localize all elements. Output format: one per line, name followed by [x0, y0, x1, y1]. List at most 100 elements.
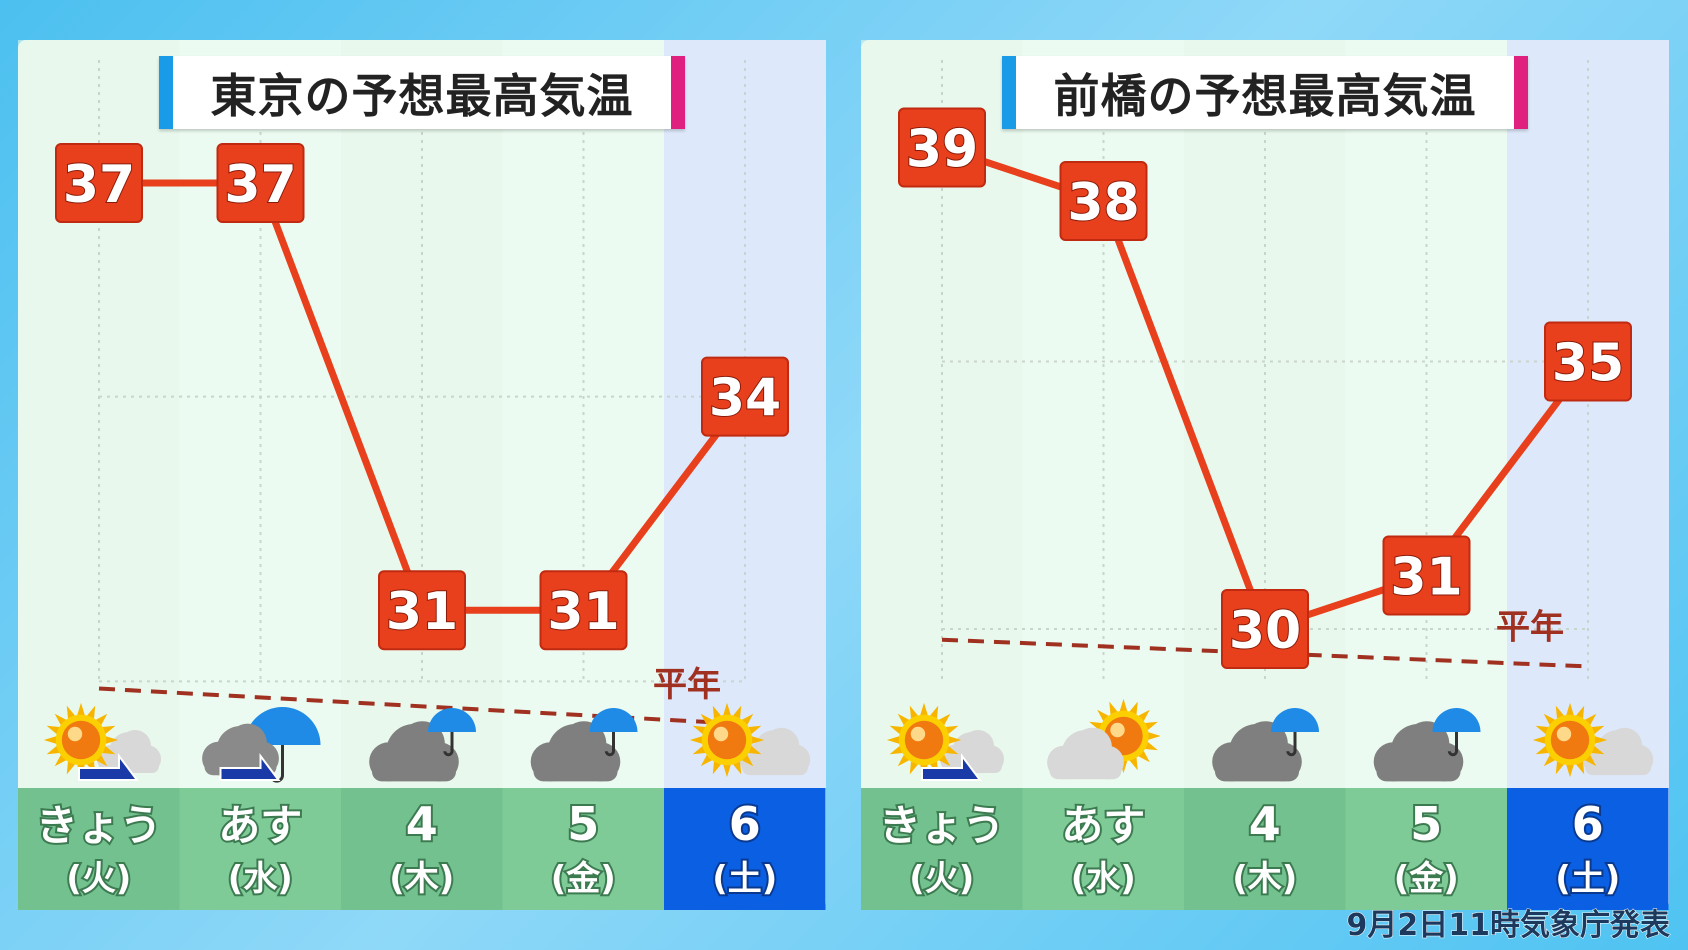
- weekday-label: (金): [551, 859, 616, 899]
- sun-ray: [105, 736, 119, 744]
- sun-ray: [886, 736, 900, 744]
- sun-ray: [751, 736, 765, 744]
- umbrella-icon: [589, 708, 638, 757]
- temperature-value: 35: [1552, 334, 1624, 394]
- tokyo-chart-panel: 平年 37 37 31 31 34 きょう (火) あす (水) 4 (木) 5 (金) 6 (土) 東京の予…: [18, 40, 826, 910]
- temperature-value: 34: [709, 369, 781, 429]
- temperature-box: [216, 143, 305, 223]
- sun-ray: [930, 705, 939, 719]
- temperature-value: 31: [386, 582, 458, 642]
- sun-ray: [889, 746, 903, 755]
- sun-ray: [1594, 736, 1608, 744]
- umbrella-handle: [1286, 732, 1297, 757]
- weekday-label: (木): [389, 859, 454, 899]
- temperature-marker: 34: [701, 356, 789, 437]
- sun-ray: [1535, 746, 1549, 755]
- sun-ray: [77, 702, 85, 716]
- sun-core: [904, 720, 944, 760]
- temperature-value: 31: [547, 582, 619, 642]
- cloud-then-rain-icon: [202, 707, 321, 783]
- umbrella-canopy: [1271, 708, 1319, 732]
- sun-ray: [920, 702, 928, 716]
- sun-shine: [910, 726, 926, 742]
- sun-shine: [1556, 726, 1572, 742]
- sun-then-cloud-icon: [886, 702, 1004, 781]
- temperature-box: [898, 107, 986, 188]
- sun-ray: [945, 725, 959, 734]
- day-cell: [664, 788, 826, 910]
- temperature-box: [1221, 589, 1309, 669]
- temperature-box: [1059, 161, 1148, 241]
- temperature-marker: 37: [55, 143, 143, 223]
- cloud-puff: [400, 721, 445, 766]
- sun-icon: [43, 702, 119, 778]
- sun-ray: [1119, 698, 1128, 712]
- cloud-puff: [1073, 727, 1112, 766]
- cloud-puff: [561, 721, 607, 766]
- temperature-value: 31: [1390, 548, 1462, 608]
- sun-ray: [1532, 736, 1546, 744]
- temperature-marker: 31: [378, 570, 466, 651]
- umbrella-handle: [604, 732, 615, 757]
- sun-ray: [733, 761, 742, 775]
- maebashi-chart-panel: 平年 39 38 30 31 35 きょう (火) あす (水) 4 (木) 5 (金) 6 (土) 前橋の予…: [861, 40, 1669, 910]
- weekday-label: (金): [1394, 859, 1459, 899]
- umbrella-icon: [1432, 708, 1481, 757]
- day-label: 4: [1249, 797, 1281, 851]
- cloud-icon: [202, 723, 279, 776]
- cloud-rain-icon: [530, 708, 638, 782]
- sun-icon: [689, 702, 765, 778]
- temperature-value: 37: [224, 155, 296, 215]
- sun-ray: [1145, 721, 1158, 730]
- temperature-value: 39: [906, 120, 978, 180]
- sun-ray: [66, 761, 75, 775]
- umbrella-canopy: [428, 708, 476, 732]
- sun-ray: [909, 761, 918, 775]
- sun-ray: [889, 725, 903, 734]
- sun-cloud-icon: [1532, 702, 1654, 778]
- umbrella-canopy: [589, 708, 638, 732]
- cloud-puff: [119, 730, 151, 762]
- sun-ray: [1129, 757, 1138, 771]
- cloud-puff: [764, 727, 800, 764]
- day-cell: [861, 788, 1023, 910]
- tokyo-chart: 平年 37 37 31 31 34 きょう (火) あす (水) 4 (木) 5 (金) 6 (土): [18, 40, 826, 910]
- cloud-icon: [530, 721, 621, 782]
- temperature-box: [1382, 535, 1471, 616]
- day-label: 5: [1410, 797, 1442, 851]
- day-label: 4: [406, 797, 438, 851]
- temperature-marker: 37: [216, 143, 305, 223]
- cloud-puff: [228, 723, 267, 762]
- cloud-icon: [1047, 727, 1124, 780]
- sun-icon: [1532, 702, 1608, 778]
- weekday-label: (土): [712, 859, 777, 899]
- sun-ray: [909, 705, 918, 719]
- sun-ray: [46, 746, 60, 755]
- cloud-base: [1215, 760, 1299, 782]
- chart-title: 東京の予想最高気温: [159, 56, 685, 129]
- cloud-base: [533, 760, 618, 782]
- day-cell: [1184, 788, 1346, 910]
- day-label: あす: [218, 801, 302, 850]
- day-label: あす: [1061, 801, 1145, 850]
- cloud-puff: [1404, 721, 1450, 766]
- sun-core: [707, 720, 747, 760]
- sun-ray: [87, 705, 96, 719]
- sun-ray: [1555, 761, 1564, 775]
- sun-ray: [66, 705, 75, 719]
- sun-then-cloud-icon: [43, 702, 161, 781]
- sun-ray: [1591, 725, 1605, 734]
- sun-ray: [1148, 732, 1161, 740]
- umbrella-icon: [1271, 708, 1319, 757]
- temperature-value: 30: [1229, 601, 1301, 661]
- normal-line: [98, 686, 746, 727]
- sun-ray: [948, 736, 962, 744]
- normal-label: 平年: [653, 665, 721, 705]
- temperature-marker: 31: [539, 570, 628, 651]
- weekday-label: (水): [228, 859, 293, 899]
- sun-ray: [43, 736, 57, 744]
- cloud-icon: [369, 721, 459, 782]
- sun-ray: [689, 736, 703, 744]
- cloud-rain-icon: [1212, 708, 1319, 782]
- temperature-marker: 30: [1221, 589, 1309, 669]
